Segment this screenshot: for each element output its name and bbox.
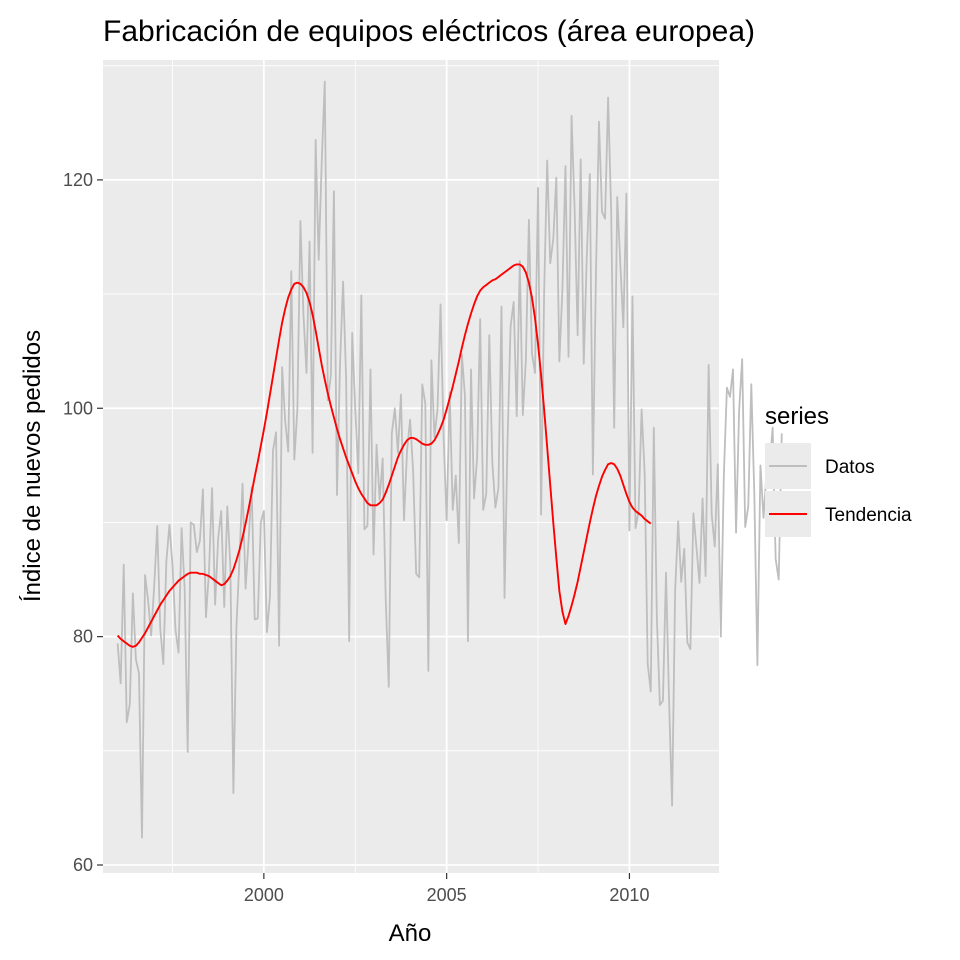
grid-lines bbox=[103, 60, 719, 873]
series-line-tendencia bbox=[116, 263, 652, 648]
legend: series Datos Tendencia bbox=[765, 403, 912, 537]
y-tick-label: 60 bbox=[73, 855, 93, 875]
x-axis-title: Año bbox=[389, 920, 432, 947]
chart-title: Fabricación de equipos eléctricos (área … bbox=[103, 15, 755, 48]
legend-title: series bbox=[765, 403, 829, 430]
x-tick-label: 2005 bbox=[427, 885, 467, 905]
y-tick-label: 100 bbox=[63, 398, 93, 418]
series-lines bbox=[116, 80, 783, 839]
y-tick-label: 80 bbox=[73, 627, 93, 647]
y-tick-label: 120 bbox=[63, 170, 93, 190]
axes: 2000 2005 2010 60 80 100 120 bbox=[63, 170, 650, 905]
series-line-datos bbox=[116, 80, 783, 839]
y-axis-title: Índice de nuevos pedidos bbox=[19, 330, 46, 602]
legend-label-tendencia: Tendencia bbox=[825, 505, 912, 526]
x-tick-label: 2000 bbox=[244, 885, 284, 905]
x-tick-label: 2010 bbox=[609, 885, 649, 905]
legend-label-datos: Datos bbox=[825, 457, 875, 478]
